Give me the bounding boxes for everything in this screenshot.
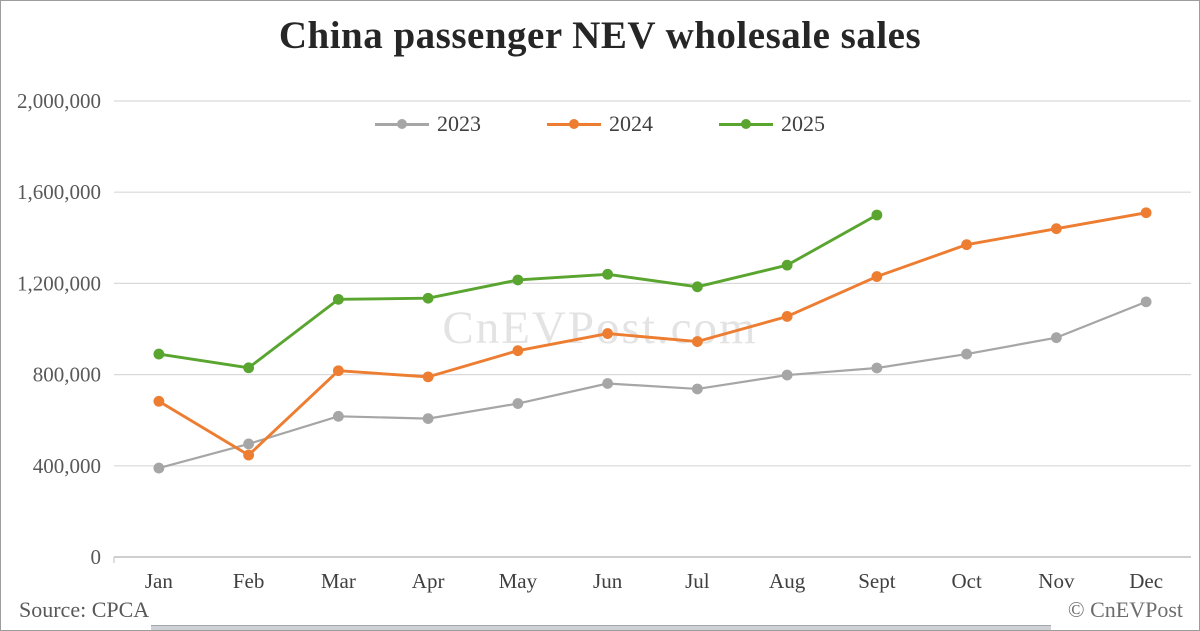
x-tick-label: Oct [951,569,981,593]
data-point [691,336,703,347]
source-label: Source: CPCA [19,597,150,622]
data-point [691,383,703,395]
data-point [602,378,614,389]
x-tick-label: Sept [858,569,896,593]
series-line-2024 [158,211,1147,457]
data-point [153,348,165,360]
data-point [691,281,703,293]
legend-item-2023: 2023 [375,111,481,137]
series-line-2025 [158,213,878,370]
x-tick-label: Nov [1038,569,1075,593]
legend-label: 2023 [437,111,481,136]
series-2025 [153,209,883,374]
legend-label: 2025 [781,111,825,136]
data-point [332,293,344,305]
data-point [422,292,434,304]
data-point [781,369,793,381]
data-point [1050,223,1062,235]
y-tick-label: 800,000 [33,363,101,387]
y-tick-label: 400,000 [33,454,101,478]
x-tick-label: Jan [145,569,173,593]
legend-label: 2024 [609,111,653,136]
chart-title: China passenger NEV wholesale sales [278,14,922,57]
data-point [781,259,793,271]
legend-line-marker-icon [547,118,601,130]
series-line-2023 [158,300,1147,470]
series-2024 [153,207,1152,461]
legend-line-marker-icon [719,118,773,130]
y-tick-label: 1,200,000 [17,271,101,295]
data-point [1050,332,1062,344]
x-tick-label: Feb [233,569,265,593]
data-point [243,362,255,374]
data-point [871,209,883,221]
data-point [243,438,255,450]
data-point [422,413,434,425]
horizontal-scrollbar[interactable] [151,625,1051,630]
data-point [332,365,344,377]
x-tick-label: Jul [685,569,710,593]
y-tick-label: 0 [91,545,102,569]
data-point [961,348,973,360]
data-point [153,395,165,407]
y-tick-label: 2,000,000 [17,89,101,113]
data-point [1140,296,1152,308]
legend-line-marker-icon [375,118,429,130]
data-point [871,271,883,282]
data-point [961,239,973,251]
chart-legend: 2023 2024 2025 [1,111,1199,137]
legend-item-2024: 2024 [547,111,653,137]
x-tick-label: May [499,569,538,593]
data-point [602,328,614,339]
x-tick-label: Dec [1129,569,1163,593]
data-point [602,268,614,280]
y-tick-label: 1,600,000 [17,180,101,204]
data-point [153,462,165,474]
data-point [243,449,255,461]
data-point [512,274,524,286]
data-point [1140,207,1152,219]
data-point [332,410,344,422]
y-axis-tick-labels: 0 400,000 800,000 1,200,000 1,600,000 2,000,0… [17,89,101,569]
data-point [871,362,883,374]
data-point [781,311,793,322]
x-tick-label: Mar [321,569,356,593]
data-point [512,398,524,409]
x-axis-tick-labels: Jan Feb Mar Apr May Jun Jul Aug Sept Oct Nov Dec [145,569,1163,593]
data-point [422,371,434,383]
data-point [512,345,524,357]
x-tick-label: Jun [593,569,623,593]
legend-item-2025: 2025 [719,111,825,137]
series-2023 [153,296,1152,474]
x-tick-label: Apr [412,569,445,593]
watermark: CnEVPost.com [442,302,758,354]
x-tick-label: Aug [769,569,806,593]
gridlines [113,100,1191,563]
credit-label: © CnEVPost [1067,597,1183,622]
